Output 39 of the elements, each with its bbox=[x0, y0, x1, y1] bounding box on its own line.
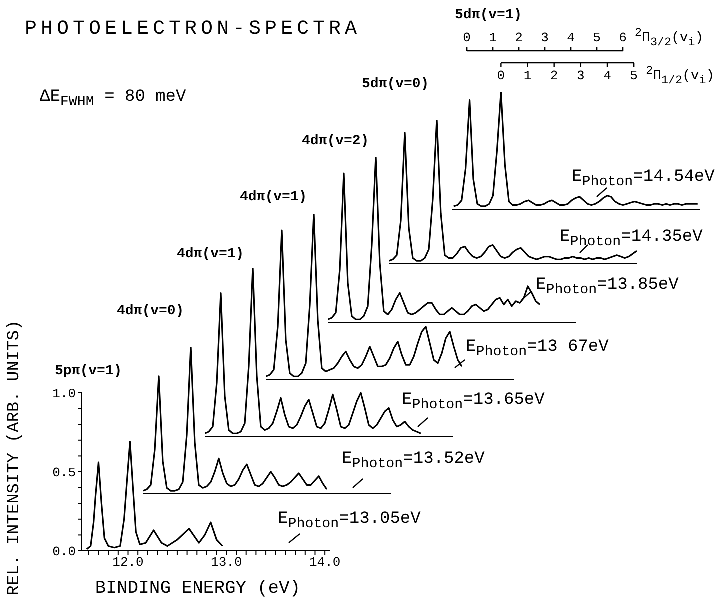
text: PHOTOELECTRON-SPECTRA bbox=[25, 18, 362, 41]
x-tick-label: 12.0 bbox=[112, 555, 144, 570]
x2-tick-label: 2 bbox=[515, 30, 523, 46]
chart-title: 4dπ(v=1) bbox=[177, 246, 244, 263]
annotation: E$_{Photon}$=13.65eV bbox=[402, 391, 545, 414]
x-tick-label: 4 bbox=[604, 68, 612, 84]
x2-tick-label: 5 bbox=[593, 30, 601, 46]
annotation: E$_{Photon}$=13.52eV bbox=[342, 450, 485, 473]
y-tick-label: 0.5 bbox=[52, 466, 76, 481]
annotation: E$_{Photon}$=13.85eV bbox=[536, 276, 679, 299]
x-axis-title: BINDING ENERGY (eV) bbox=[95, 579, 301, 600]
y-tick-label: 1.0 bbox=[52, 386, 76, 402]
x2-axis-title: $^{2}$Π$_{3/2}$(v$_{i}$) bbox=[635, 26, 704, 50]
x-tick-label: 2 bbox=[550, 68, 558, 84]
x-tick-label: 14.0 bbox=[309, 555, 341, 570]
chart-title: 5dπ(v=0) bbox=[362, 76, 430, 93]
x-tick-label: 3 bbox=[577, 68, 585, 84]
y-axis-title: REL. INTENSITY (ARB. UNITS) bbox=[6, 320, 26, 596]
x-tick-label: 13.0 bbox=[211, 555, 242, 570]
x2-tick-label: 1 bbox=[489, 30, 498, 46]
chart-title: 4dπ(v=2) bbox=[302, 133, 370, 150]
annotation: E$_{Photon}$=13.05eV bbox=[278, 510, 421, 533]
annotation: E$_{Photon}$=14.54eV bbox=[572, 168, 715, 191]
annotation: E$_{Photon}$=13 67eV bbox=[466, 338, 609, 361]
x2-tick-label: 6 bbox=[619, 30, 627, 46]
x2-tick-label: 0 bbox=[463, 30, 471, 46]
chart-title: 5dπ(v=1) bbox=[455, 7, 522, 24]
x-tick-label: 5 bbox=[630, 68, 638, 84]
text: ΔE$_{FWHM}$ = 80 meV bbox=[40, 88, 186, 111]
x2-tick-label: 4 bbox=[567, 30, 576, 46]
x-tick-label: 0 bbox=[497, 68, 506, 84]
x-tick-label: 1 bbox=[524, 68, 532, 84]
x-axis-title: $^{2}$Π$_{1/2}$(v$_{i}$) bbox=[646, 64, 715, 88]
annotation: E$_{Photon}$=14.35eV bbox=[560, 228, 703, 251]
chart-title: 4dπ(v=0) bbox=[117, 303, 184, 320]
x2-tick-label: 3 bbox=[541, 30, 549, 46]
chart-title: 5pπ(v=1) bbox=[55, 363, 122, 380]
chart-title: 4dπ(v=1) bbox=[240, 189, 308, 206]
y-tick-label: 0.0 bbox=[52, 544, 76, 560]
